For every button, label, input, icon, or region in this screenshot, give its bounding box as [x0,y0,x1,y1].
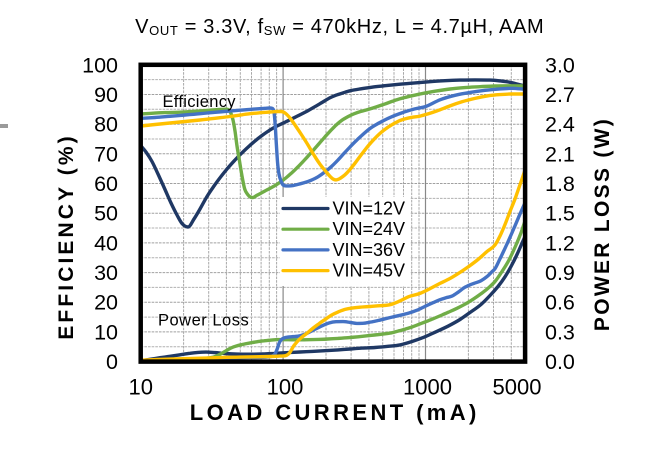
svg-text:70: 70 [94,142,118,166]
svg-text:90: 90 [94,83,118,107]
svg-text:100: 100 [82,53,118,77]
svg-text:60: 60 [94,172,118,196]
svg-text:2.4: 2.4 [545,113,575,137]
svg-text:1.8: 1.8 [545,172,575,196]
svg-text:40: 40 [94,231,118,255]
svg-text:Efficiency: Efficiency [163,93,237,111]
svg-text:0.6: 0.6 [545,291,575,315]
svg-text:30: 30 [94,261,118,285]
svg-text:5000: 5000 [493,375,542,400]
svg-text:VIN=36V: VIN=36V [333,240,406,260]
svg-text:0.3: 0.3 [545,320,575,344]
svg-text:EFFICIENCY (%): EFFICIENCY (%) [55,133,78,339]
svg-text:0.9: 0.9 [545,261,575,285]
svg-text:1.2: 1.2 [545,231,575,255]
svg-text:10: 10 [128,375,152,400]
svg-text:20: 20 [94,291,118,315]
svg-text:VOUT = 3.3V, fSW = 470kHz, L =: VOUT = 3.3V, fSW = 470kHz, L = 4.7µH, AA… [135,16,544,38]
svg-text:10: 10 [94,320,118,344]
svg-text:3.0: 3.0 [545,53,575,77]
svg-text:LOAD CURRENT (mA): LOAD CURRENT (mA) [190,400,480,425]
svg-text:80: 80 [94,113,118,137]
svg-text:2.1: 2.1 [545,142,575,166]
svg-text:1000: 1000 [403,375,452,400]
svg-text:Power Loss: Power Loss [158,312,249,330]
svg-text:0: 0 [106,350,118,374]
svg-text:50: 50 [94,202,118,226]
svg-text:VIN=24V: VIN=24V [333,219,406,239]
svg-text:VIN=45V: VIN=45V [333,261,406,281]
svg-text:1.5: 1.5 [545,202,575,226]
svg-text:POWER LOSS (W): POWER LOSS (W) [591,117,614,331]
svg-text:2.7: 2.7 [545,83,575,107]
svg-text:0.0: 0.0 [545,350,575,374]
svg-text:100: 100 [267,375,304,400]
svg-text:VIN=12V: VIN=12V [333,199,406,219]
